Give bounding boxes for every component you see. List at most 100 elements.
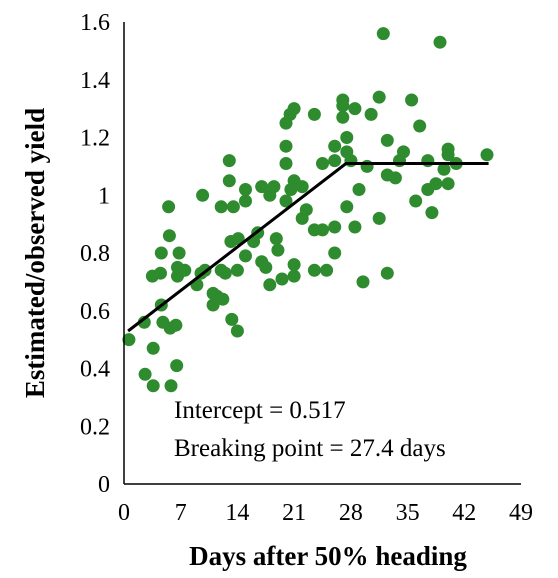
- x-tick-label: 14: [225, 500, 249, 526]
- data-point: [372, 90, 386, 104]
- data-point: [380, 266, 394, 280]
- data-point: [170, 359, 184, 373]
- fit-line: [127, 162, 489, 333]
- data-point: [154, 266, 167, 280]
- data-point: [279, 139, 293, 153]
- data-point: [376, 27, 390, 41]
- x-tick-label: 49: [509, 500, 533, 526]
- x-tick-label: 28: [339, 500, 363, 526]
- data-point: [196, 188, 210, 202]
- data-point: [409, 194, 423, 208]
- data-point: [172, 246, 186, 260]
- data-point: [413, 119, 427, 133]
- y-tick-label: 1.4: [80, 68, 110, 94]
- data-point: [336, 110, 350, 124]
- data-point: [287, 269, 301, 283]
- data-point: [328, 246, 342, 260]
- data-point: [222, 154, 236, 168]
- data-point: [225, 312, 239, 326]
- data-point: [222, 174, 236, 188]
- data-point: [218, 266, 232, 280]
- x-tick-label: 0: [118, 500, 130, 526]
- data-point: [162, 229, 176, 243]
- data-point: [429, 177, 443, 191]
- data-point: [154, 246, 168, 260]
- y-tick-label: 1.2: [80, 126, 110, 152]
- data-point: [328, 154, 342, 168]
- data-point: [137, 315, 151, 329]
- data-point: [425, 206, 439, 220]
- data-point: [263, 278, 277, 292]
- data-point: [164, 379, 178, 393]
- y-tick-label: 0.4: [80, 357, 110, 383]
- data-point: [275, 272, 289, 286]
- data-point: [372, 211, 386, 225]
- data-point: [344, 154, 358, 168]
- y-tick-label: 0.6: [80, 299, 110, 325]
- y-tick-label: 0.8: [80, 241, 110, 267]
- data-point: [162, 200, 176, 214]
- fit-line-layer: [127, 162, 489, 333]
- data-point: [340, 200, 354, 214]
- data-point: [433, 35, 447, 49]
- data-point: [380, 133, 394, 147]
- data-point: [267, 180, 281, 194]
- data-point: [299, 203, 313, 217]
- data-point: [231, 232, 245, 246]
- annotation-breaking-point: Breaking point = 27.4 days: [174, 435, 446, 462]
- data-point: [216, 292, 230, 306]
- y-tick-label: 0.2: [80, 414, 110, 440]
- data-point: [441, 177, 455, 191]
- data-point: [336, 99, 350, 113]
- x-tick-labels: 0 7 14 21 28 35 42 49: [118, 500, 533, 526]
- x-tick-label: 42: [452, 500, 476, 526]
- data-point: [360, 159, 374, 173]
- data-point: [441, 148, 455, 162]
- data-point: [239, 183, 252, 196]
- annotation-intercept: Intercept = 0.517: [174, 397, 346, 424]
- data-point: [122, 333, 136, 347]
- y-axis-title: Estimated/observed yield: [20, 108, 50, 398]
- data-point: [320, 263, 334, 277]
- data-point: [316, 223, 329, 237]
- data-point: [307, 263, 321, 277]
- data-point: [259, 260, 273, 274]
- data-point: [279, 157, 293, 170]
- y-tick-labels: 0 0.2 0.4 0.6 0.8 1 1.2 1.4 1.6: [80, 10, 110, 498]
- data-point: [405, 93, 419, 107]
- data-point: [169, 318, 183, 332]
- data-point: [239, 194, 252, 208]
- data-point: [146, 379, 160, 393]
- data-point: [421, 154, 435, 168]
- data-point: [226, 200, 240, 214]
- data-point: [356, 275, 370, 289]
- data-point: [287, 258, 301, 272]
- data-point: [480, 148, 494, 162]
- data-point: [230, 324, 244, 338]
- data-point: [397, 145, 410, 159]
- y-tick-label: 0: [98, 472, 110, 498]
- data-point: [307, 107, 321, 121]
- data-point: [138, 367, 152, 381]
- data-point: [340, 131, 354, 144]
- data-point: [388, 171, 402, 185]
- data-point: [287, 102, 301, 116]
- x-tick-label: 21: [282, 500, 306, 526]
- data-point: [348, 220, 362, 234]
- y-tick-label: 1: [98, 183, 110, 209]
- x-tick-label: 7: [175, 500, 187, 526]
- data-point: [328, 220, 342, 234]
- data-point: [364, 107, 378, 121]
- data-point: [214, 200, 228, 214]
- data-point: [352, 183, 366, 196]
- data-point: [271, 243, 285, 257]
- x-axis-title: Days after 50% heading: [189, 541, 467, 571]
- data-point: [316, 157, 329, 170]
- data-point: [437, 162, 451, 176]
- y-tick-label: 1.6: [80, 10, 110, 36]
- points-layer: [122, 27, 494, 393]
- data-point: [146, 341, 160, 355]
- data-point: [255, 180, 269, 194]
- data-point: [239, 249, 252, 263]
